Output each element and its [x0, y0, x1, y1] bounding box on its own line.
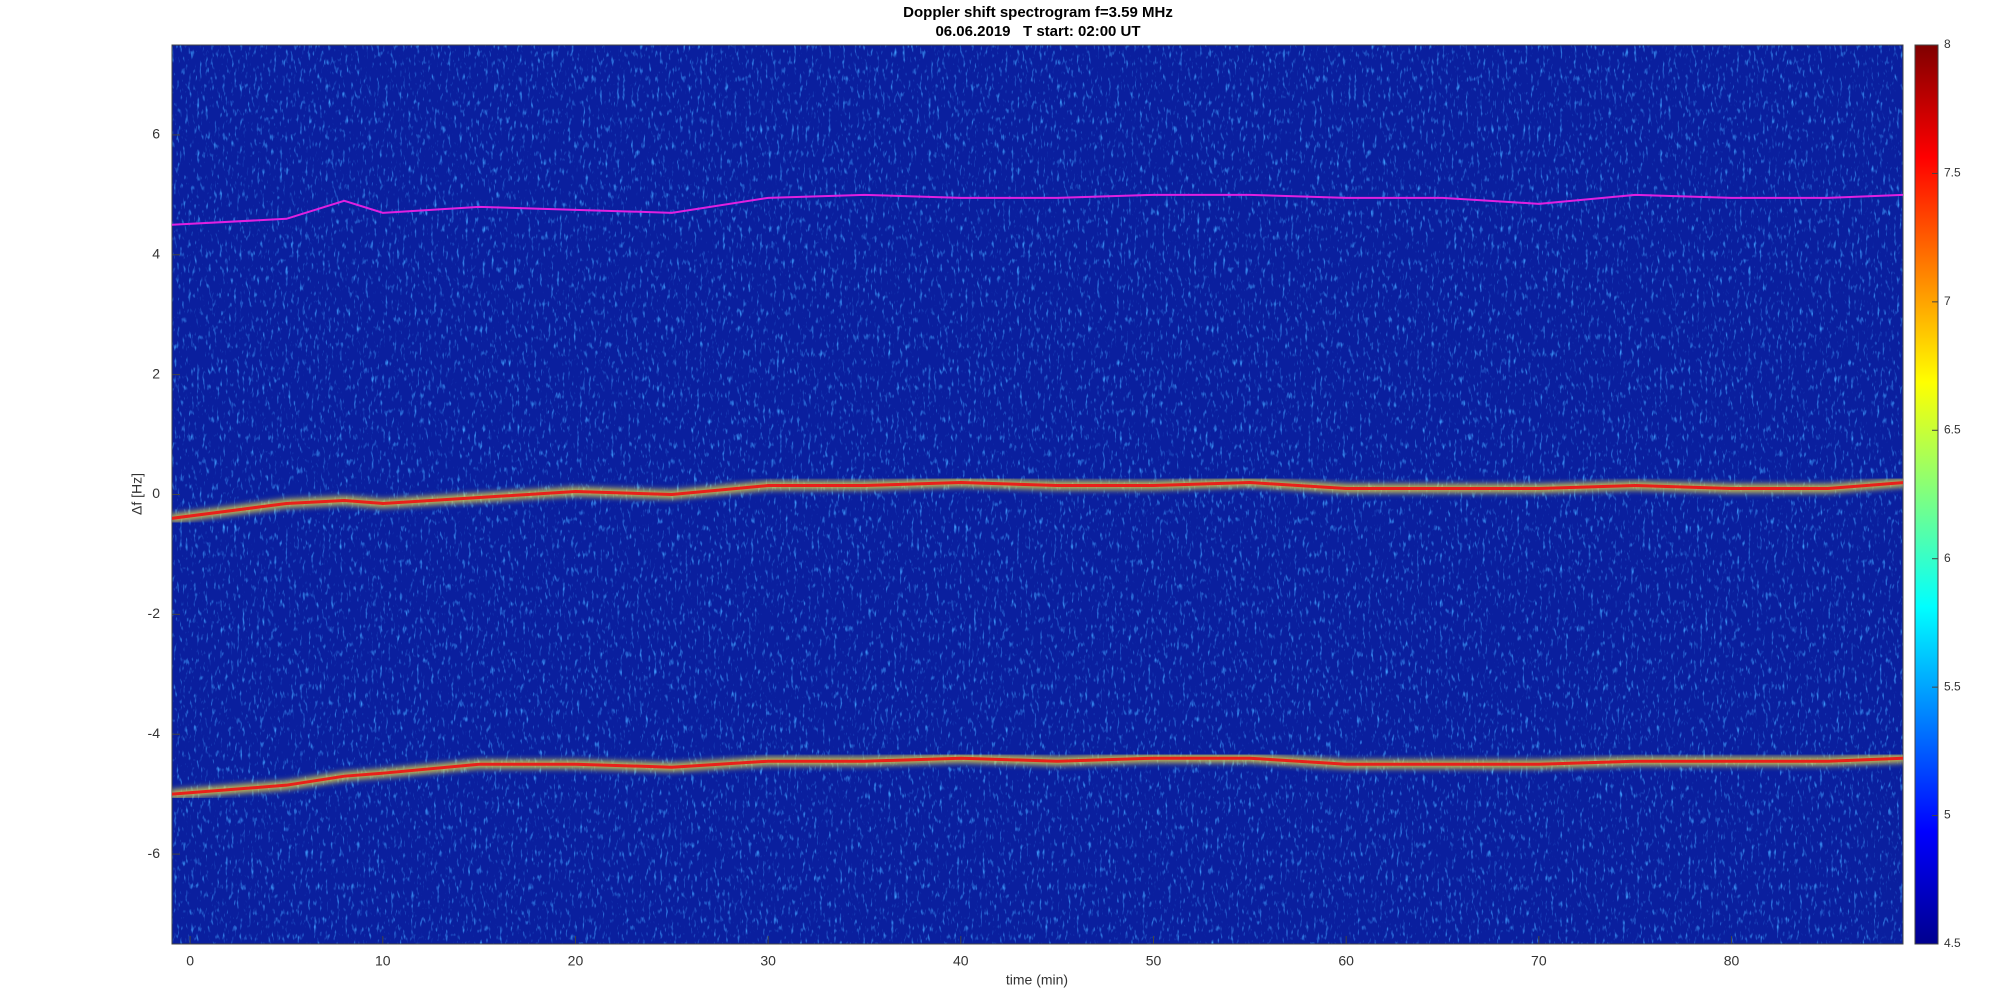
x-tick-label: 70 [1531, 953, 1547, 969]
doppler-trace [172, 756, 1903, 796]
x-tick-label: 20 [568, 953, 584, 969]
x-tick-label: 60 [1338, 953, 1354, 969]
colorbar-tick-label: 7.5 [1944, 166, 1961, 180]
colorbar-tick-label: 5 [1944, 808, 1951, 822]
chart-subtitle: 06.06.2019 T start: 02:00 UT [935, 23, 1140, 40]
chart-title: Doppler shift spectrogram f=3.59 MHz [903, 4, 1173, 21]
y-tick-label: -2 [148, 605, 161, 621]
colorbar-tick-label: 6.5 [1944, 422, 1961, 436]
x-tick-label: 10 [375, 953, 391, 969]
x-tick-label: 30 [760, 953, 776, 969]
y-tick-label: 6 [152, 126, 160, 142]
doppler-trace [172, 193, 1903, 226]
colorbar-tick-label: 6 [1944, 551, 1951, 565]
colorbar-tick-label: 8 [1944, 37, 1951, 51]
y-tick-label: 4 [152, 245, 160, 261]
y-tick-label: 0 [152, 485, 160, 501]
y-tick-label: 2 [152, 365, 160, 381]
x-tick-label: 40 [953, 953, 969, 969]
colorbar [1914, 44, 1939, 945]
y-tick-label: -4 [148, 725, 161, 741]
y-tick-label: -6 [148, 845, 161, 861]
y-axis-label: Δf [Hz] [129, 473, 145, 515]
noise-texture [172, 45, 1903, 944]
colorbar-tick-label: 5.5 [1944, 679, 1961, 693]
doppler-trace [172, 481, 1903, 520]
x-axis-label: time (min) [1006, 972, 1068, 988]
x-tick-label: 50 [1146, 953, 1162, 969]
colorbar-tick-label: 7 [1944, 294, 1951, 308]
x-tick-label: 0 [186, 953, 194, 969]
x-tick-label: 80 [1724, 953, 1740, 969]
colorbar-tick-label: 4.5 [1944, 936, 1961, 950]
